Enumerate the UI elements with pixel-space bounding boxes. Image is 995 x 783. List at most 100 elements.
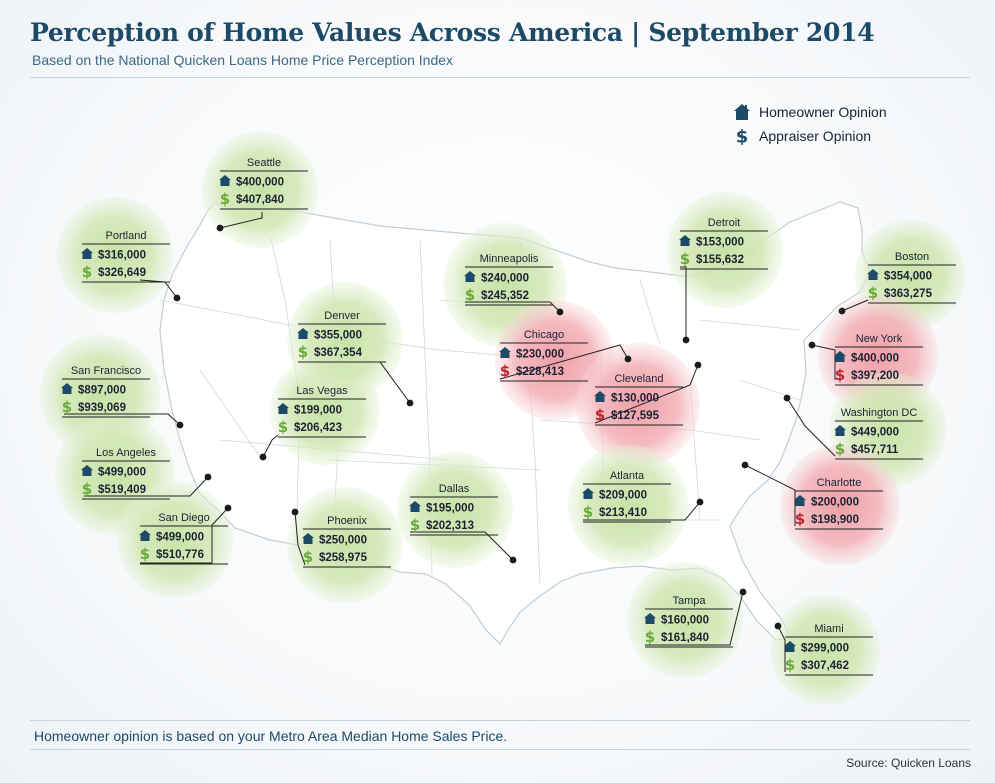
homeowner-value: $200,000 xyxy=(811,497,859,509)
homeowner-value: $199,000 xyxy=(294,405,342,417)
house-icon xyxy=(734,104,750,120)
house-icon xyxy=(61,383,73,394)
homeowner-value: $153,000 xyxy=(696,237,744,249)
city-dot-san-diego xyxy=(224,504,232,512)
city-label-phoenix: Phoenix $250,000 $ $258,975 xyxy=(302,515,391,568)
dollar-icon: $ xyxy=(680,250,690,268)
homeowner-value: $355,000 xyxy=(314,330,362,342)
dollar-icon: $ xyxy=(303,548,313,566)
dollar-icon: $ xyxy=(298,343,308,361)
house-icon xyxy=(302,533,314,544)
city-dot-boston xyxy=(838,307,846,315)
city-label-dallas: Dallas $195,000 $ $202,313 xyxy=(409,483,498,536)
city-name: Atlanta xyxy=(610,470,645,482)
appraiser-value: $127,595 xyxy=(611,410,660,422)
city-label-seattle: Seattle $400,000 $ $407,840 xyxy=(219,157,308,210)
dollar-icon: $ xyxy=(278,418,288,436)
city-name: Dallas xyxy=(439,483,470,495)
dollar-icon: $ xyxy=(140,545,150,563)
bubble-detroit xyxy=(667,192,783,308)
appraiser-value: $213,410 xyxy=(599,507,647,519)
city-name: Denver xyxy=(324,310,360,322)
dollar-icon: $ xyxy=(835,440,845,458)
homeowner-value: $316,000 xyxy=(98,250,146,262)
city-dot-san-francisco xyxy=(176,421,184,429)
leader-line-dallas xyxy=(410,531,514,561)
legend-homeowner-label: Homeowner Opinion xyxy=(759,104,887,120)
dollar-icon: $ xyxy=(868,284,878,302)
leader-line-miami xyxy=(777,625,786,672)
city-dot-dallas xyxy=(509,556,517,564)
city-dot-miami xyxy=(774,622,782,630)
house-icon xyxy=(277,403,289,414)
legend-appraiser-label: Appraiser Opinion xyxy=(759,128,872,144)
leader-line-atlanta xyxy=(583,501,701,521)
city-dot-chicago xyxy=(624,355,632,363)
leader-line-san-diego xyxy=(140,507,229,564)
city-label-las-vegas: Las Vegas $199,000 $ $206,423 xyxy=(277,385,366,438)
house-icon xyxy=(834,351,846,362)
appraiser-value: $510,776 xyxy=(156,549,204,561)
appraiser-value: $939,069 xyxy=(78,402,126,414)
homeowner-value: $449,000 xyxy=(851,427,899,439)
bubble-tampa xyxy=(627,562,743,678)
leader-line-boston xyxy=(841,299,869,312)
leader-line-las-vegas xyxy=(262,434,279,458)
city-label-detroit: Detroit $153,000 $ $155,632 xyxy=(679,217,768,270)
house-icon xyxy=(297,328,309,339)
appraiser-value: $367,354 xyxy=(314,347,363,359)
dollar-icon: $ xyxy=(795,510,805,528)
house-icon xyxy=(867,269,879,280)
city-name: San Francisco xyxy=(71,365,141,377)
city-dot-portland xyxy=(173,294,181,302)
city-name: Phoenix xyxy=(327,515,367,527)
homeowner-value: $160,000 xyxy=(661,615,709,627)
svg-text:$: $ xyxy=(736,127,749,145)
homeowner-value: $897,000 xyxy=(78,385,126,397)
city-dot-tampa xyxy=(739,588,747,596)
city-dot-detroit xyxy=(682,336,690,344)
house-icon xyxy=(219,175,231,186)
page-subtitle: Based on the National Quicken Loans Home… xyxy=(32,52,454,68)
city-name: Detroit xyxy=(708,217,740,229)
homeowner-value: $400,000 xyxy=(236,177,284,189)
homeowner-value: $499,000 xyxy=(98,467,146,479)
house-icon xyxy=(794,495,806,506)
house-icon xyxy=(81,248,93,259)
bubble-phoenix xyxy=(287,487,403,603)
appraiser-value: $457,711 xyxy=(851,444,899,456)
footnote: Homeowner opinion is based on your Metro… xyxy=(34,728,508,744)
appraiser-value: $245,352 xyxy=(481,290,529,302)
dollar-icon: $ xyxy=(220,190,230,208)
leader-line-tampa xyxy=(645,591,744,646)
leader-line-charlotte xyxy=(744,464,796,526)
homeowner-value: $354,000 xyxy=(884,271,932,283)
city-label-chicago: Chicago $230,000 $ $228,413 xyxy=(499,329,588,382)
footer-divider-bottom xyxy=(30,749,970,750)
city-dot-charlotte xyxy=(741,461,749,469)
city-name: Seattle xyxy=(247,157,281,169)
city-name: Minneapolis xyxy=(480,253,539,265)
city-name: Miami xyxy=(814,623,843,635)
house-icon xyxy=(139,530,151,541)
house-icon xyxy=(644,613,656,624)
city-name: Portland xyxy=(106,230,147,242)
appraiser-value: $519,409 xyxy=(98,484,146,496)
house-icon xyxy=(464,271,476,282)
homeowner-value: $209,000 xyxy=(599,490,647,502)
header-divider xyxy=(30,77,970,78)
city-label-washington-dc: Washington DC $449,000 $ $457,711 xyxy=(834,407,923,460)
appraiser-value: $228,413 xyxy=(516,366,564,378)
appraiser-value: $161,840 xyxy=(661,632,709,644)
legend-appraiser: $ Appraiser Opinion xyxy=(733,124,887,148)
house-icon xyxy=(582,488,594,499)
dollar-icon: $ xyxy=(82,263,92,281)
appraiser-value: $198,900 xyxy=(811,514,859,526)
city-name: San Diego xyxy=(158,512,209,524)
appraiser-value: $307,462 xyxy=(801,660,849,672)
house-icon xyxy=(679,235,691,246)
city-dot-seattle xyxy=(216,224,224,232)
leader-line-seattle xyxy=(219,212,263,229)
homeowner-value: $230,000 xyxy=(516,349,564,361)
city-name: Washington DC xyxy=(841,407,918,419)
